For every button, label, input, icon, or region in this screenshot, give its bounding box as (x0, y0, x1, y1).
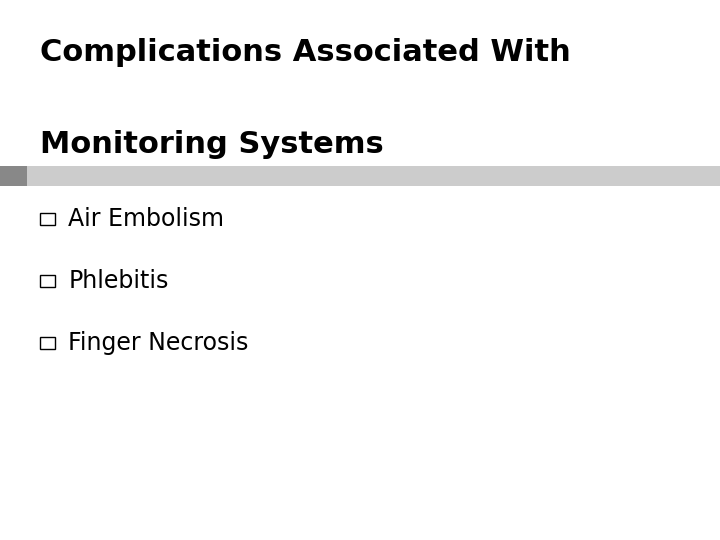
Text: Finger Necrosis: Finger Necrosis (68, 331, 249, 355)
Text: Monitoring Systems: Monitoring Systems (40, 130, 383, 159)
Bar (40, 213, 55, 225)
Text: Air Embolism: Air Embolism (68, 207, 225, 231)
Bar (0, 166, 720, 186)
Bar (0, 166, 27, 186)
Text: Complications Associated With: Complications Associated With (40, 38, 570, 67)
Bar (40, 275, 55, 287)
Text: Phlebitis: Phlebitis (68, 269, 168, 293)
Bar (40, 337, 55, 349)
